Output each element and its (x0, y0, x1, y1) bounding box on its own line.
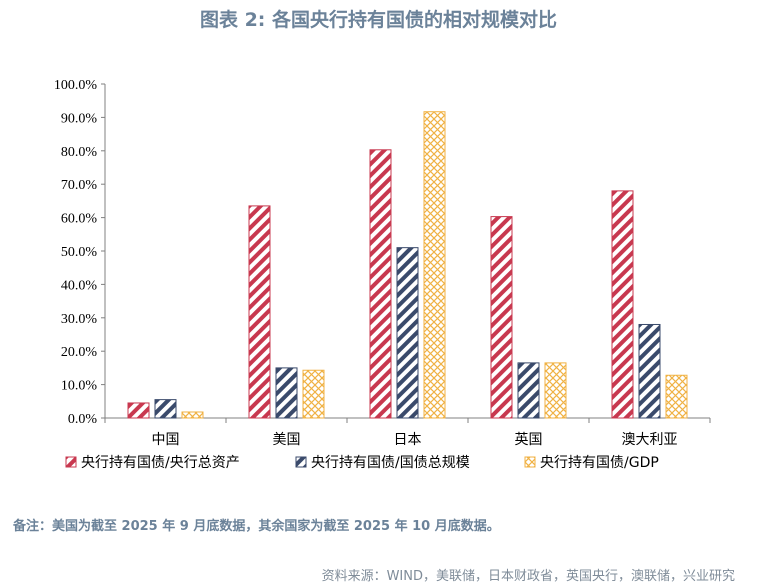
legend-label: 央行持有国债/央行总资产 (81, 455, 240, 471)
y-tick-label: 10.0% (61, 379, 98, 394)
y-tick-label: 90.0% (61, 111, 98, 126)
bar (517, 362, 540, 419)
x-tick-label: 英国 (515, 431, 543, 448)
bar (181, 411, 204, 419)
y-tick-label: 60.0% (61, 212, 98, 227)
y-tick-label: 50.0% (61, 245, 98, 260)
legend-label: 央行持有国债/国债总规模 (311, 455, 470, 471)
x-axis: 中国 美国 日本 英国 澳大利亚 (104, 417, 711, 448)
x-tick-label: 中国 (152, 432, 180, 448)
y-axis: 0.0% 10.0% 20.0% 30.0% 40.0% 50.0% 60.0% 70.0% 8… (54, 78, 106, 427)
legend-swatch (295, 456, 307, 468)
bar (490, 216, 513, 419)
bar (248, 205, 271, 419)
y-tick-label: 40.0% (61, 278, 98, 293)
x-tick-label: 澳大利亚 (622, 432, 678, 448)
y-tick-label: 0.0% (68, 412, 98, 427)
bar (665, 374, 688, 419)
y-tick-label: 20.0% (61, 345, 98, 360)
bar (423, 111, 446, 419)
bar (154, 399, 177, 419)
bar (302, 369, 325, 419)
footnote: 备注：美国为截至 2025 年 9 月底数据，其余国家为截至 2025 年 10… (13, 519, 500, 534)
bar (638, 323, 661, 419)
legend-label: 央行持有国债/GDP (540, 455, 659, 471)
bar (611, 190, 634, 419)
bar (275, 367, 298, 419)
legend-swatch (65, 456, 77, 468)
legend-swatch (524, 456, 536, 468)
bar (396, 247, 419, 419)
source-note: 资料来源：WIND，美联储，日本财政省，英国央行，澳联储，兴业研究 (321, 569, 735, 584)
bar (369, 149, 392, 419)
bar-chart: 0.0% 10.0% 20.0% 30.0% 40.0% 50.0% 60.0% 70.0% 8… (54, 78, 711, 471)
bar (127, 402, 150, 419)
legend: 央行持有国债/央行总资产 央行持有国债/国债总规模 央行持有国债/GDP (65, 455, 659, 471)
y-tick-label: 100.0% (54, 78, 98, 93)
chart-title: 图表 2: 各国央行持有国债的相对规模对比 (199, 9, 558, 31)
x-tick-label: 日本 (394, 432, 422, 448)
y-tick-label: 30.0% (61, 312, 98, 327)
x-tick-label: 美国 (273, 432, 301, 448)
bar (544, 362, 567, 419)
y-tick-label: 70.0% (61, 178, 98, 193)
y-tick-label: 80.0% (61, 145, 98, 160)
bars (127, 111, 688, 419)
